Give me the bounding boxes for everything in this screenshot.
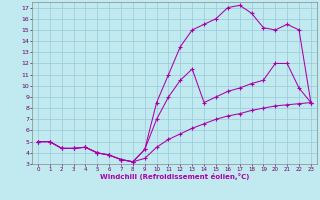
X-axis label: Windchill (Refroidissement éolien,°C): Windchill (Refroidissement éolien,°C): [100, 173, 249, 180]
